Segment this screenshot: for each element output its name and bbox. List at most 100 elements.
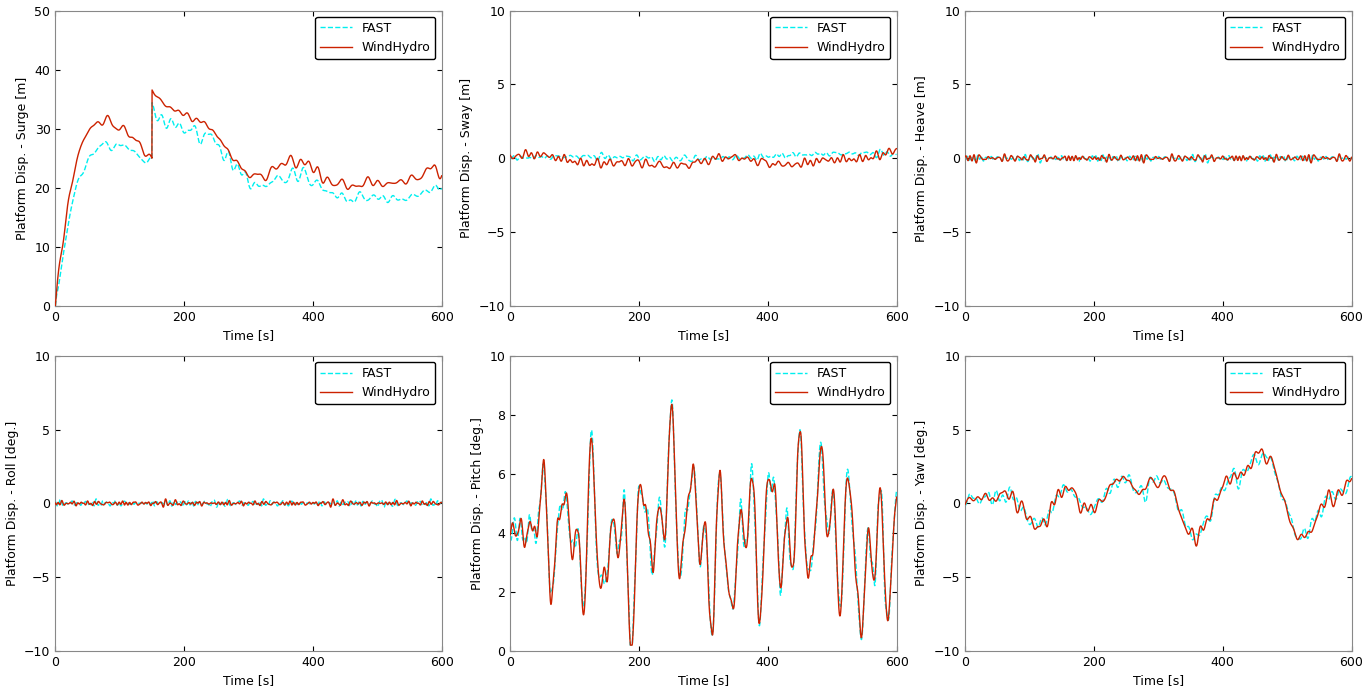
WindHydro — [622, 641, 638, 649]
Legend: FAST, WindHydro: FAST, WindHydro — [315, 362, 435, 404]
WindHydro — [826, 157, 842, 165]
Legend: FAST, WindHydro: FAST, WindHydro — [1225, 17, 1346, 59]
WindHydro — [1099, 155, 1116, 163]
WindHydro — [880, 144, 897, 152]
WindHydro — [434, 498, 450, 507]
Line: WindHydro: WindHydro — [965, 154, 1351, 163]
WindHydro — [47, 301, 63, 310]
FAST — [990, 494, 1006, 502]
FAST — [370, 195, 386, 204]
WindHydro — [1099, 488, 1116, 496]
FAST — [370, 502, 386, 510]
FAST — [181, 500, 197, 508]
FAST — [646, 157, 663, 166]
FAST — [189, 501, 205, 509]
Y-axis label: Platform Disp. - Pitch [deg.]: Platform Disp. - Pitch [deg.] — [471, 417, 485, 590]
FAST — [826, 148, 842, 157]
FAST — [1029, 150, 1046, 158]
FAST — [1343, 153, 1359, 161]
WindHydro — [370, 177, 386, 185]
X-axis label: Time [s]: Time [s] — [1132, 674, 1184, 687]
Line: WindHydro: WindHydro — [511, 404, 897, 645]
WindHydro — [776, 529, 793, 537]
WindHydro — [888, 145, 905, 153]
FAST — [322, 188, 338, 197]
WindHydro — [1254, 445, 1270, 453]
Line: FAST: FAST — [511, 149, 897, 161]
Y-axis label: Platform Disp. - Yaw [deg.]: Platform Disp. - Yaw [deg.] — [916, 420, 928, 586]
X-axis label: Time [s]: Time [s] — [678, 674, 728, 687]
FAST — [322, 499, 338, 507]
WindHydro — [997, 150, 1013, 158]
WindHydro — [782, 161, 798, 169]
FAST — [872, 145, 888, 153]
Line: FAST: FAST — [55, 499, 442, 507]
FAST — [645, 570, 661, 578]
WindHydro — [502, 530, 519, 538]
FAST — [888, 150, 905, 159]
WindHydro — [47, 499, 63, 507]
FAST — [81, 153, 97, 161]
WindHydro — [957, 152, 973, 161]
WindHydro — [776, 161, 793, 170]
WindHydro — [81, 499, 97, 507]
WindHydro — [1232, 153, 1249, 161]
WindHydro — [782, 552, 798, 560]
FAST — [1184, 536, 1201, 544]
Legend: FAST, WindHydro: FAST, WindHydro — [771, 362, 890, 404]
WindHydro — [327, 182, 344, 190]
X-axis label: Time [s]: Time [s] — [223, 674, 274, 687]
WindHydro — [322, 177, 338, 185]
FAST — [990, 152, 1006, 161]
FAST — [1199, 159, 1216, 167]
WindHydro — [434, 172, 450, 180]
WindHydro — [1091, 495, 1108, 504]
FAST — [1099, 485, 1116, 493]
FAST — [327, 192, 344, 200]
WindHydro — [957, 500, 973, 509]
X-axis label: Time [s]: Time [s] — [223, 329, 274, 342]
FAST — [1280, 154, 1296, 162]
FAST — [1091, 495, 1108, 503]
FAST — [1099, 154, 1116, 162]
WindHydro — [991, 153, 1008, 161]
WindHydro — [637, 501, 653, 509]
Y-axis label: Platform Disp. - Surge [m]: Platform Disp. - Surge [m] — [16, 77, 29, 240]
FAST — [1238, 467, 1254, 475]
FAST — [181, 126, 197, 134]
WindHydro — [990, 492, 1006, 500]
WindHydro — [323, 503, 340, 511]
FAST — [782, 558, 798, 566]
FAST — [664, 396, 680, 404]
WindHydro — [189, 115, 205, 123]
Y-axis label: Platform Disp. - Sway [m]: Platform Disp. - Sway [m] — [460, 78, 474, 238]
FAST — [434, 498, 450, 506]
FAST — [144, 98, 160, 107]
WindHydro — [181, 499, 197, 507]
WindHydro — [661, 164, 678, 173]
WindHydro — [968, 159, 984, 167]
WindHydro — [645, 566, 661, 574]
FAST — [327, 501, 344, 509]
WindHydro — [1343, 153, 1359, 161]
FAST — [1091, 152, 1108, 161]
FAST — [1232, 153, 1249, 161]
Line: WindHydro: WindHydro — [511, 148, 897, 168]
WindHydro — [637, 158, 653, 166]
FAST — [957, 502, 973, 510]
WindHydro — [144, 86, 160, 94]
FAST — [423, 495, 439, 503]
Legend: FAST, WindHydro: FAST, WindHydro — [315, 17, 435, 59]
Line: FAST: FAST — [55, 103, 442, 306]
FAST — [502, 155, 519, 163]
FAST — [1255, 449, 1272, 457]
FAST — [434, 184, 450, 193]
FAST — [47, 301, 63, 310]
Line: WindHydro: WindHydro — [965, 449, 1351, 546]
WindHydro — [81, 127, 97, 135]
Legend: FAST, WindHydro: FAST, WindHydro — [1225, 362, 1346, 404]
FAST — [535, 154, 552, 162]
Legend: FAST, WindHydro: FAST, WindHydro — [771, 17, 890, 59]
WindHydro — [502, 151, 519, 159]
WindHydro — [664, 400, 680, 408]
